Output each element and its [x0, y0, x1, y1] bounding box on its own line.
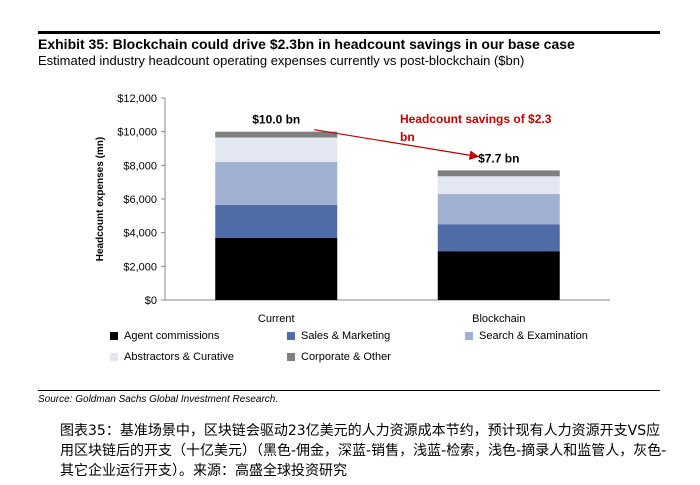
y-tick-label: $4,000: [123, 228, 157, 240]
bar-segment-corporate-other: [437, 170, 560, 177]
savings-annotation: Headcount savings of $2.3: [400, 112, 552, 126]
chart-title: Exhibit 35: Blockchain could drive $2.3b…: [38, 36, 575, 52]
total-label: $7.7 bn: [478, 151, 519, 165]
legend-item: Search & Examination: [465, 330, 588, 342]
legend-swatch: [110, 332, 118, 340]
legend-label: Agent commissions: [124, 330, 220, 342]
legend: Agent commissions Sales & Marketing Search…: [95, 330, 655, 370]
bar-segment-search-examination: [215, 161, 338, 205]
legend-label: Sales & Marketing: [301, 330, 391, 342]
bar-segment-agent-commissions: [437, 251, 560, 300]
y-tick-label: $12,000: [117, 93, 157, 105]
title-rule: [38, 31, 660, 34]
stacked-bar-chart: $0 $2,000 $4,000 $6,000 $8,000 $10,000 $12,000…: [95, 93, 610, 325]
legend-label: Search & Examination: [479, 330, 588, 342]
x-tick-label: Current: [258, 313, 295, 325]
bar-segment-abstractors-curative: [437, 176, 560, 194]
legend-label: Abstractors & Curative: [124, 351, 235, 363]
bar-segment-abstractors-curative: [215, 137, 338, 162]
source-rule: [38, 390, 660, 391]
x-tick-label: Blockchain: [472, 313, 525, 325]
legend-item: Agent commissions: [110, 330, 219, 342]
legend-item: Corporate & Other: [287, 351, 391, 363]
bar-segment-search-examination: [437, 193, 560, 225]
y-tick-label: $2,000: [123, 261, 157, 273]
legend-swatch: [110, 353, 118, 361]
chart-subtitle: Estimated industry headcount operating e…: [38, 53, 525, 68]
savings-annotation-continued: bn: [400, 130, 415, 144]
bar-segment-sales-marketing: [215, 204, 338, 238]
bar-segment-sales-marketing: [437, 224, 560, 252]
savings-arrow: [314, 129, 480, 160]
total-label: $10.0 bn: [252, 113, 300, 127]
legend-swatch: [287, 332, 295, 340]
legend-item: Sales & Marketing: [287, 330, 390, 342]
y-axis-title: Headcount expenses (mn): [95, 137, 106, 261]
y-tick-label: $10,000: [117, 127, 157, 139]
source-note: Source: Goldman Sachs Global Investment …: [38, 394, 279, 405]
bar-segment-corporate-other: [215, 131, 338, 138]
y-tick-label: $8,000: [123, 160, 157, 172]
y-tick-label: $6,000: [123, 194, 157, 206]
legend-item: Abstractors & Curative: [110, 351, 234, 363]
legend-swatch: [287, 353, 295, 361]
legend-swatch: [465, 332, 473, 340]
y-tick-label: $0: [145, 295, 157, 307]
legend-label: Corporate & Other: [301, 351, 391, 363]
bar-segment-agent-commissions: [215, 237, 338, 300]
chinese-caption: 图表35：基准场景中，区块链会驱动23亿美元的人力资源成本节约，预计现有人力资源…: [60, 423, 667, 479]
